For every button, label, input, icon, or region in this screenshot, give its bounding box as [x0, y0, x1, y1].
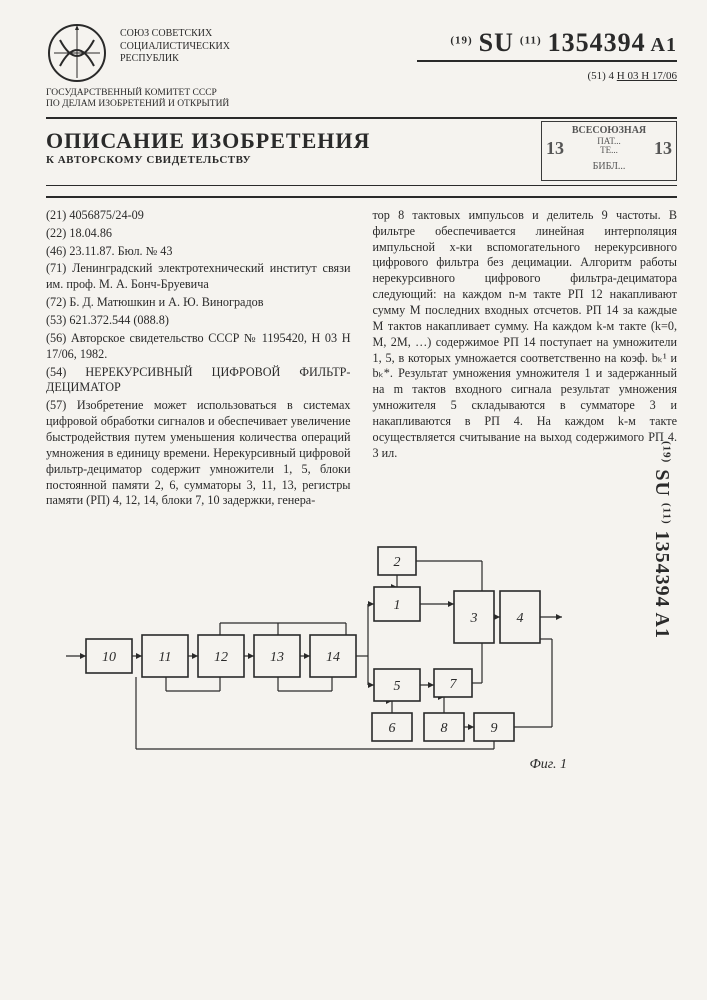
svg-text:14: 14 — [326, 650, 340, 665]
header-row: СОЮЗ СОВЕТСКИХ СОЦИАЛИСТИЧЕСКИХ РЕСПУБЛИ… — [46, 22, 677, 84]
field-22: (22) 18.04.86 — [46, 226, 351, 242]
svg-text:1: 1 — [394, 598, 401, 613]
ipc-prefix: (51) 4 — [587, 70, 614, 82]
side-number: 1354394 — [651, 531, 673, 608]
side-country: SU — [651, 470, 673, 498]
pub-suffix: A1 — [651, 34, 677, 56]
side-prefix: (19) — [661, 441, 673, 463]
svg-text:4: 4 — [517, 611, 524, 626]
svg-text:9: 9 — [491, 721, 498, 736]
field-71: (71) Ленинградский электротехнический ин… — [46, 261, 351, 293]
svg-text:6: 6 — [389, 721, 396, 736]
library-stamp: ВСЕСОЮЗНАЯ 13 ПАТ... ТЕ... 13 БИБЛ... — [541, 121, 677, 181]
side-suffix: A1 — [651, 613, 673, 639]
field-57: (57) Изобретение может использоваться в … — [46, 398, 351, 509]
title-block: ОПИСАНИЕ ИЗОБРЕТЕНИЯ К АВТОРСКОМУ СВИДЕТ… — [46, 125, 677, 181]
committee-text: ГОСУДАРСТВЕННЫЙ КОМИТЕТ СССР ПО ДЕЛАМ ИЗ… — [46, 88, 677, 111]
page: СОЮЗ СОВЕТСКИХ СОЦИАЛИСТИЧЕСКИХ РЕСПУБЛИ… — [0, 0, 707, 1000]
svg-text:11: 11 — [159, 650, 172, 665]
pub-number: 1354394 — [548, 28, 646, 57]
svg-text:8: 8 — [441, 721, 448, 736]
stamp-right: 13 — [654, 137, 672, 160]
pub-prefix: (19) — [450, 34, 472, 46]
svg-text:5: 5 — [394, 679, 401, 694]
stamp-left: 13 — [546, 137, 564, 160]
thin-rule — [46, 185, 677, 186]
side-publication-tag: (19) SU (11) 1354394 A1 — [650, 441, 673, 639]
svg-text:7: 7 — [450, 677, 458, 692]
body-columns: (21) 4056875/24-09 (22) 18.04.86 (46) 23… — [46, 208, 677, 511]
stamp-line4: БИБЛ... — [546, 160, 672, 173]
field-72: (72) Б. Д. Матюшкин и А. Ю. Виноградов — [46, 295, 351, 311]
figure-caption: Фиг. 1 — [529, 757, 567, 773]
stamp-mid2: ТЕ... — [600, 145, 618, 155]
svg-text:10: 10 — [102, 650, 116, 665]
main-title: ОПИСАНИЕ ИЗОБРЕТЕНИЯ — [46, 129, 521, 152]
union-text: СОЮЗ СОВЕТСКИХ СОЦИАЛИСТИЧЕСКИХ РЕСПУБЛИ… — [120, 28, 405, 66]
svg-text:3: 3 — [470, 611, 478, 626]
field-54: (54) НЕРЕКУРСИВНЫЙ ЦИФРОВОЙ ФИЛЬТР-ДЕЦИМ… — [46, 365, 351, 397]
pub-underline — [417, 60, 677, 62]
field-56: (56) Авторское свидетельство СССР № 1195… — [46, 331, 351, 363]
field-21: (21) 4056875/24-09 — [46, 208, 351, 224]
pub-country: SU — [479, 28, 514, 57]
svg-text:13: 13 — [270, 650, 284, 665]
abstract-continuation: тор 8 тактовых импульсов и делитель 9 ча… — [373, 208, 678, 462]
subtitle: К АВТОРСКОМУ СВИДЕТЕЛЬСТВУ — [46, 154, 521, 166]
block-diagram: 1011121314213457689 — [46, 519, 586, 769]
side-mid: (11) — [661, 503, 673, 525]
publication-code: (19) SU (11) 1354394 A1 (51) 4 H 03 H 17… — [417, 22, 677, 82]
svg-text:2: 2 — [394, 555, 401, 570]
field-46: (46) 23.11.87. Бюл. № 43 — [46, 244, 351, 260]
svg-text:12: 12 — [214, 650, 228, 665]
right-column: тор 8 тактовых импульсов и делитель 9 ча… — [373, 208, 678, 511]
ipc-value: H 03 H 17/06 — [617, 70, 677, 82]
ipc-code: (51) 4 H 03 H 17/06 — [417, 70, 677, 82]
rule — [46, 117, 677, 119]
figure-area: 1011121314213457689 Фиг. 1 (19) SU (11) … — [46, 519, 677, 777]
rule — [46, 196, 677, 198]
state-emblem-icon — [46, 22, 108, 84]
left-column: (21) 4056875/24-09 (22) 18.04.86 (46) 23… — [46, 208, 351, 511]
pub-mid: (11) — [520, 34, 542, 46]
field-53: (53) 621.372.544 (088.8) — [46, 313, 351, 329]
